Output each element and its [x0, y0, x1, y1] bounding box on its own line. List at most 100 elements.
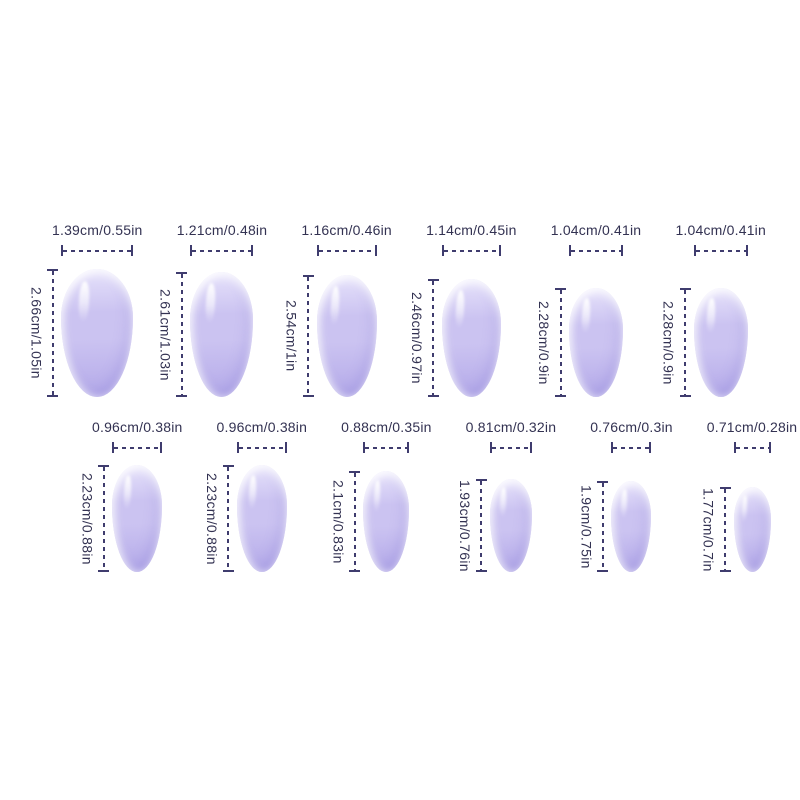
width-measurement: 0.76cm/0.3in: [590, 419, 673, 460]
width-dimension-line: [112, 442, 163, 453]
width-measurement: 0.88cm/0.35in: [341, 419, 432, 460]
width-measurement: 1.14cm/0.45in: [426, 222, 517, 263]
nail-shine-highlight: [705, 297, 716, 333]
height-label: 1.77cm/0.7in: [700, 487, 717, 572]
press-on-nail: [190, 272, 254, 397]
width-measurement: 1.39cm/0.55in: [52, 222, 143, 263]
size-row-top: 1.39cm/0.55in 2.66cm/1.05in 1.21cm/0.48i…: [0, 222, 800, 397]
height-dimension-line: [597, 481, 609, 572]
nail-measurement-body: 2.61cm/1.03in: [156, 263, 254, 397]
height-dimension-line: [176, 272, 188, 397]
press-on-nail: [611, 481, 652, 572]
nail-shine-highlight: [741, 494, 749, 522]
height-label: 2.54cm/1in: [283, 300, 300, 372]
nail-measurement-body: 2.46cm/0.97in: [408, 263, 501, 397]
nail-shine-highlight: [499, 487, 507, 518]
nail-size-unit: 1.04cm/0.41in 2.28cm/0.9in: [641, 222, 766, 397]
nail-size-unit: 0.88cm/0.35in 2.1cm/0.83in: [307, 419, 432, 572]
height-label: 2.1cm/0.83in: [330, 479, 347, 564]
nail-measurement-body: 1.9cm/0.75in: [577, 460, 652, 572]
press-on-nail: [733, 487, 771, 572]
width-dimension-line: [693, 245, 748, 256]
nail-size-unit: 1.04cm/0.41in 2.28cm/0.9in: [517, 222, 642, 397]
nail-size-unit: 1.39cm/0.55in 2.66cm/1.05in: [18, 222, 143, 397]
height-label: 1.93cm/0.76in: [456, 479, 473, 572]
width-measurement: 1.04cm/0.41in: [551, 222, 642, 263]
nail-size-unit: 0.96cm/0.38in 2.23cm/0.88in: [183, 419, 308, 572]
nail-shine-highlight: [204, 283, 216, 324]
size-row-bottom: 0.96cm/0.38in 2.23cm/0.88in 0.96cm/0.38i…: [0, 419, 800, 572]
width-dimension-line: [489, 442, 532, 453]
width-dimension-line: [236, 442, 287, 453]
nail-shine-highlight: [455, 289, 466, 328]
nail-shine-highlight: [77, 280, 90, 322]
width-measurement: 0.96cm/0.38in: [217, 419, 308, 460]
width-dimension-line: [441, 245, 501, 256]
height-label: 2.46cm/0.97in: [408, 292, 425, 384]
height-label: 2.66cm/1.05in: [28, 287, 45, 379]
nail-measurement-body: 2.28cm/0.9in: [660, 263, 748, 397]
height-dimension-line: [349, 471, 361, 572]
nail-measurement-body: 2.66cm/1.05in: [27, 263, 134, 397]
width-measurement: 0.96cm/0.38in: [92, 419, 183, 460]
nail-shine-highlight: [620, 489, 628, 519]
height-dimension-line: [427, 279, 439, 397]
height-dimension-line: [222, 465, 234, 572]
press-on-nail: [112, 465, 163, 572]
height-dimension-line: [719, 487, 731, 572]
width-measurement: 1.21cm/0.48in: [177, 222, 268, 263]
nail-size-unit: 1.16cm/0.46in 2.54cm/1in: [267, 222, 392, 397]
nail-measurement-body: 1.93cm/0.76in: [456, 460, 532, 572]
height-label: 2.61cm/1.03in: [157, 288, 174, 381]
width-label: 1.39cm/0.55in: [52, 222, 143, 238]
width-dimension-line: [316, 245, 377, 256]
nail-shine-highlight: [373, 479, 382, 513]
width-label: 0.71cm/0.28in: [706, 419, 798, 435]
nail-size-chart: 1.39cm/0.55in 2.66cm/1.05in 1.21cm/0.48i…: [0, 222, 800, 572]
nail-measurement-body: 2.54cm/1in: [283, 263, 377, 397]
width-dimension-line: [190, 245, 254, 256]
width-measurement: 1.16cm/0.46in: [301, 222, 392, 263]
press-on-nail: [441, 279, 501, 397]
press-on-nail: [693, 288, 748, 397]
height-dimension-line: [302, 275, 314, 397]
press-on-nail: [489, 479, 532, 572]
press-on-nail: [61, 269, 134, 397]
height-label: 2.28cm/0.9in: [536, 300, 553, 385]
nail-shine-highlight: [330, 285, 341, 326]
height-dimension-line: [555, 288, 567, 397]
nail-shine-highlight: [581, 297, 591, 333]
width-dimension-line: [611, 442, 652, 453]
nail-size-unit: 0.76cm/0.3in 1.9cm/0.75in: [556, 419, 673, 572]
width-measurement: 0.71cm/0.28in: [707, 419, 798, 460]
width-dimension-line: [61, 245, 134, 256]
press-on-nail: [569, 288, 624, 397]
width-measurement: 0.81cm/0.32in: [466, 419, 557, 460]
width-label: 0.88cm/0.35in: [341, 419, 432, 435]
nail-size-unit: 0.96cm/0.38in 2.23cm/0.88in: [58, 419, 183, 572]
nail-measurement-body: 2.1cm/0.83in: [329, 460, 410, 572]
width-label: 1.21cm/0.48in: [176, 222, 268, 238]
nail-size-unit: 0.81cm/0.32in 1.93cm/0.76in: [432, 419, 557, 572]
press-on-nail: [363, 471, 410, 572]
nail-measurement-body: 1.77cm/0.7in: [700, 460, 771, 572]
nail-size-unit: 1.21cm/0.48in 2.61cm/1.03in: [143, 222, 268, 397]
width-label: 0.81cm/0.32in: [465, 419, 557, 435]
press-on-nail: [316, 275, 377, 397]
width-dimension-line: [733, 442, 771, 453]
width-label: 1.04cm/0.41in: [550, 222, 642, 238]
nail-size-unit: 0.71cm/0.28in 1.77cm/0.7in: [673, 419, 798, 572]
width-label: 0.96cm/0.38in: [216, 419, 308, 435]
height-label: 1.9cm/0.75in: [578, 484, 595, 569]
nail-shine-highlight: [123, 474, 133, 510]
nail-size-unit: 1.14cm/0.45in 2.46cm/0.97in: [392, 222, 517, 397]
width-dimension-line: [363, 442, 410, 453]
nail-measurement-body: 2.23cm/0.88in: [203, 460, 287, 572]
height-label: 2.23cm/0.88in: [203, 472, 220, 565]
width-dimension-line: [569, 245, 624, 256]
height-dimension-line: [679, 288, 691, 397]
nail-measurement-body: 2.23cm/0.88in: [78, 460, 163, 572]
height-dimension-line: [47, 269, 59, 397]
press-on-nail: [236, 465, 287, 572]
height-label: 2.23cm/0.88in: [79, 472, 96, 565]
